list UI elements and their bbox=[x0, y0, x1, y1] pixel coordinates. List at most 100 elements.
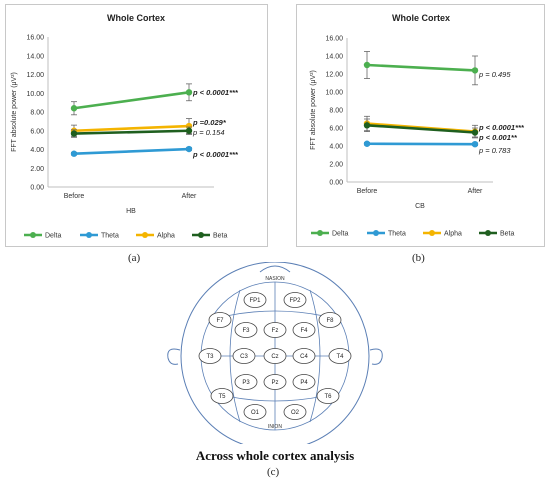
data-point-delta bbox=[471, 67, 479, 74]
data-point-beta bbox=[185, 127, 193, 134]
electrode-c3 bbox=[232, 348, 256, 364]
data-point-beta bbox=[70, 130, 78, 137]
electrode-label: Fz bbox=[272, 328, 279, 334]
subfigure-label-a: (a) bbox=[128, 252, 141, 264]
electrode-f4 bbox=[292, 322, 316, 338]
data-point-theta bbox=[363, 140, 371, 147]
series-line-delta bbox=[366, 63, 476, 72]
eeg-head-map: NASION INION FP1 FP2 F7 F3 Fz F4 F8 T3 C3 Cz C4 T4 P… bbox=[167, 262, 383, 444]
electrode-fz bbox=[263, 322, 287, 338]
electrode-f8 bbox=[318, 312, 342, 328]
electrode-o1 bbox=[243, 404, 267, 420]
x-axis-label: CB bbox=[415, 203, 425, 210]
electrode-f7 bbox=[208, 312, 232, 328]
series-line-alpha bbox=[73, 124, 190, 133]
y-tick-label: 8.00 bbox=[30, 110, 44, 117]
electrode-fp1 bbox=[243, 292, 267, 308]
data-point-beta bbox=[363, 122, 371, 129]
data-point-theta bbox=[185, 145, 193, 153]
legend-marker bbox=[198, 232, 204, 238]
x-tick-label: Before bbox=[64, 193, 85, 200]
y-tick-label: 4.00 bbox=[30, 147, 44, 154]
y-tick-label: 10.00 bbox=[26, 91, 44, 98]
series-line-beta bbox=[73, 129, 190, 135]
electrode-label: Cz bbox=[271, 354, 278, 360]
nose-outline bbox=[259, 265, 291, 273]
electrode-p3 bbox=[234, 374, 258, 390]
y-tick-label: 14.00 bbox=[26, 53, 44, 60]
x-tick-label: After bbox=[468, 188, 483, 195]
electrode-label: F4 bbox=[300, 328, 308, 334]
series-line-delta bbox=[73, 91, 190, 110]
electrode-o2 bbox=[283, 404, 307, 420]
electrode-label: F7 bbox=[216, 318, 224, 324]
p-value-annotation: p =0.029* bbox=[192, 118, 227, 127]
chart-panel-a: Whole Cortex 0.00 2.00 4.00 6.00 8.00 10.00 12.… bbox=[5, 4, 268, 247]
y-tick-label: 0.00 bbox=[30, 185, 44, 192]
data-point-theta bbox=[471, 141, 479, 148]
legend-label-delta: Delta bbox=[332, 231, 348, 238]
series-line-beta bbox=[366, 124, 476, 134]
electrode-f3 bbox=[234, 322, 258, 338]
p-value-annotation: p < 0.001** bbox=[478, 133, 518, 142]
electrode-label: T6 bbox=[324, 394, 332, 400]
electrode-label: FP2 bbox=[289, 298, 301, 304]
subfigure-label-b: (b) bbox=[412, 252, 425, 264]
x-axis-label: HB bbox=[126, 208, 136, 215]
electrode-label: C4 bbox=[300, 354, 308, 360]
line-chart-b: Whole Cortex 0.00 2.00 4.00 6.00 8.00 10.00 12.… bbox=[310, 13, 525, 238]
y-tick-label: 14.00 bbox=[325, 54, 343, 61]
p-value-annotation: p = 0.783 bbox=[478, 146, 511, 155]
y-tick-label: 6.00 bbox=[30, 128, 44, 135]
electrode-label: O2 bbox=[291, 410, 300, 416]
chart-panel-b: Whole Cortex 0.00 2.00 4.00 6.00 8.00 10.00 12.… bbox=[296, 4, 545, 247]
frontal-arc bbox=[225, 310, 325, 317]
y-tick-label: 2.00 bbox=[30, 166, 44, 173]
head-map-caption: Across whole cortex analysis bbox=[195, 448, 355, 463]
data-point-delta bbox=[70, 105, 78, 112]
electrode-label: P3 bbox=[242, 380, 250, 386]
y-tick-label: 2.00 bbox=[329, 162, 343, 169]
y-tick-label: 8.00 bbox=[329, 108, 343, 115]
subfigure-label-c: (c) bbox=[267, 466, 280, 478]
right-arc bbox=[309, 289, 321, 423]
electrode-c4 bbox=[292, 348, 316, 364]
electrode-fp2 bbox=[283, 292, 307, 308]
legend-label-theta: Theta bbox=[101, 233, 119, 240]
electrode-label: Pz bbox=[271, 380, 278, 386]
legend-label-delta: Delta bbox=[45, 233, 61, 240]
y-tick-label: 10.00 bbox=[325, 90, 343, 97]
legend-marker bbox=[429, 230, 435, 236]
x-tick-label: After bbox=[182, 193, 197, 200]
line-chart-a: Whole Cortex 0.00 2.00 4.00 6.00 8.00 10.00 12.… bbox=[11, 13, 239, 240]
left-ear-outline bbox=[167, 348, 181, 365]
electrode-label: F8 bbox=[326, 318, 334, 324]
legend-marker bbox=[373, 230, 379, 236]
data-point-delta bbox=[185, 89, 193, 96]
electrode-pz bbox=[263, 374, 287, 390]
series-line-theta bbox=[73, 147, 190, 156]
p-value-annotation: p < 0.0001*** bbox=[478, 123, 525, 132]
y-tick-label: 4.00 bbox=[329, 144, 343, 151]
inion-label: INION bbox=[268, 424, 282, 430]
p-value-annotation: p < 0.0001*** bbox=[192, 150, 239, 159]
legend-label-beta: Beta bbox=[500, 231, 515, 238]
left-arc bbox=[229, 289, 241, 423]
electrode-label: T4 bbox=[336, 354, 344, 360]
y-tick-label: 6.00 bbox=[329, 126, 343, 133]
legend-label-alpha: Alpha bbox=[157, 233, 175, 240]
nasion-label: NASION bbox=[265, 276, 285, 282]
p-value-annotation: p = 0.154 bbox=[192, 128, 225, 137]
x-tick-label: Before bbox=[357, 188, 378, 195]
electrode-p4 bbox=[292, 374, 316, 390]
electrode-label: O1 bbox=[251, 410, 260, 416]
legend-marker bbox=[86, 232, 92, 238]
y-tick-label: 0.00 bbox=[329, 180, 343, 187]
legend-label-theta: Theta bbox=[388, 231, 406, 238]
electrode-t6 bbox=[316, 388, 340, 404]
electrode-label: FP1 bbox=[249, 298, 261, 304]
y-tick-label: 16.00 bbox=[325, 36, 343, 43]
y-axis-label: FFT absolute power (μV²) bbox=[310, 70, 317, 150]
electrode-cz bbox=[263, 348, 287, 364]
data-point-theta bbox=[70, 150, 78, 157]
